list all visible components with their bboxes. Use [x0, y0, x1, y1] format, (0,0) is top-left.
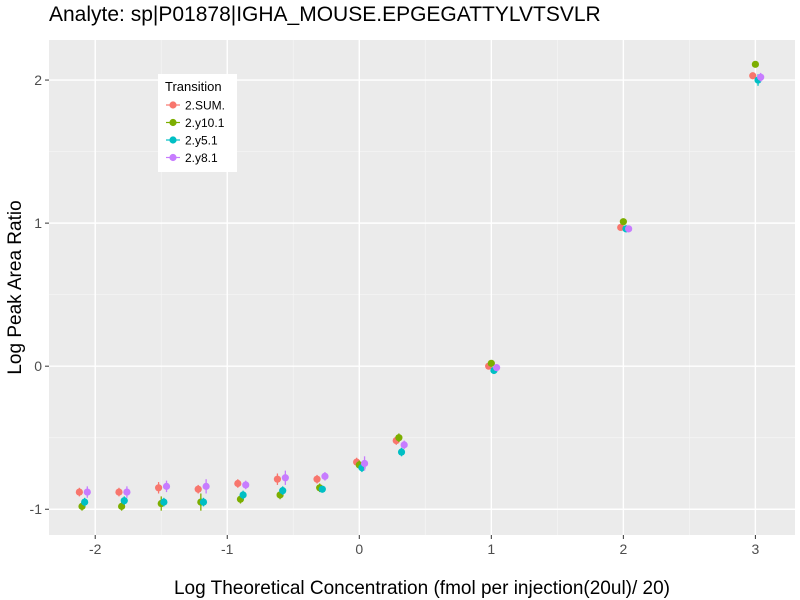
x-tick-label: 0: [355, 541, 363, 557]
data-point: [194, 485, 202, 493]
data-point: [202, 482, 210, 490]
y-axis: -1 0 1 2: [30, 72, 49, 517]
data-point: [281, 474, 289, 482]
data-point: [493, 364, 501, 372]
x-tick-label: -1: [221, 541, 234, 557]
y-tick-label: 2: [34, 72, 42, 88]
data-point: [751, 60, 759, 68]
data-point: [313, 475, 321, 483]
data-point: [619, 218, 627, 226]
legend-label: 2.SUM.: [185, 99, 225, 113]
x-axis: -2 -1 0 1 2 3: [89, 535, 759, 557]
legend-label: 2.y8.1: [185, 151, 218, 165]
y-tick-label: 0: [34, 358, 42, 374]
x-axis-title: Log Theoretical Concentration (fmol per …: [174, 578, 670, 599]
data-point: [321, 472, 329, 480]
x-tick-label: 2: [619, 541, 627, 557]
legend-title: Transition: [165, 79, 222, 94]
legend-items: 2.SUM. 2.y10.1 2.y5.1 2.y8.1: [166, 99, 225, 165]
x-tick-label: 1: [487, 541, 495, 557]
data-point: [83, 488, 91, 496]
data-point: [234, 479, 242, 488]
data-point: [318, 485, 326, 493]
data-point: [199, 498, 208, 506]
legend-label: 2.y10.1: [185, 116, 225, 130]
data-point: [160, 498, 168, 506]
x-tick-label: -2: [89, 541, 102, 557]
data-point: [115, 488, 123, 496]
data-point: [625, 225, 633, 233]
data-point: [395, 434, 403, 442]
data-point: [279, 487, 287, 495]
data-point: [239, 491, 247, 499]
data-point: [120, 497, 128, 505]
legend-key-point: [169, 101, 177, 109]
data-point: [75, 488, 83, 496]
data-point: [397, 448, 406, 456]
legend-key-point: [169, 118, 177, 127]
data-point: [242, 481, 250, 489]
data-points: [75, 60, 765, 511]
data-point: [118, 502, 126, 510]
data-point: [757, 73, 765, 81]
legend-key-point: [169, 153, 177, 162]
y-axis-title: Log Peak Area Ratio: [5, 200, 26, 374]
legend: Transition 2.SUM. 2.y10.1 2.y5.1 2.y8.1: [158, 74, 237, 172]
y-tick-label: -1: [30, 501, 43, 517]
y-tick-label: 1: [34, 215, 42, 231]
data-point: [162, 482, 171, 490]
data-point: [749, 72, 757, 80]
data-point: [81, 498, 89, 506]
data-point: [123, 488, 131, 496]
chart-title: Analyte: sp|P01878|IGHA_MOUSE.EPGEGATTYL…: [49, 3, 601, 26]
data-point: [273, 475, 282, 483]
x-tick-label: 3: [751, 541, 759, 557]
series-2-y8-1: [83, 72, 765, 498]
data-point: [400, 441, 408, 449]
legend-label: 2.y5.1: [185, 134, 218, 148]
legend-key-point: [169, 136, 177, 144]
data-point: [360, 459, 369, 468]
data-point: [487, 359, 495, 367]
data-point: [154, 484, 163, 492]
